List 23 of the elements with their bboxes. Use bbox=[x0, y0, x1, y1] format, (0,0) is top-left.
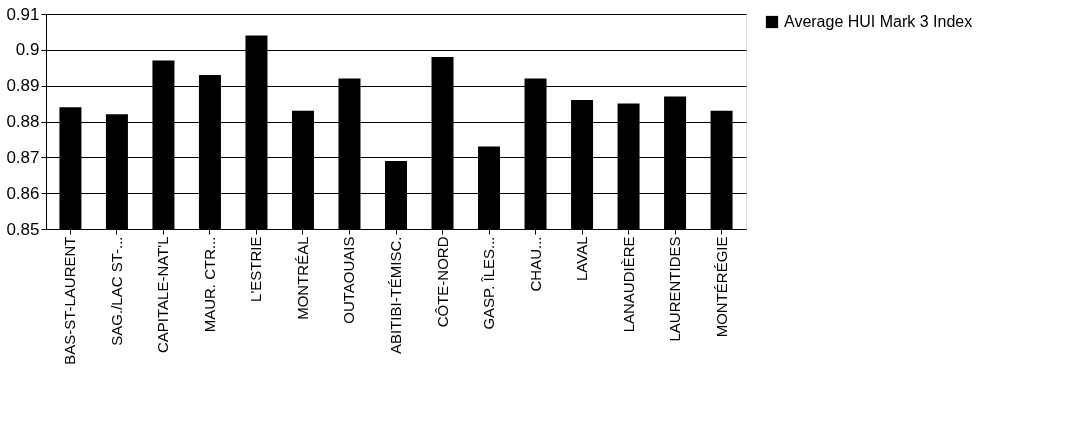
x-tick-label: OUTAOUAIS bbox=[340, 236, 358, 324]
x-tick-label: BAS-ST-LAURENT bbox=[61, 236, 79, 365]
x-tick-label: MONTÉRÉGIE bbox=[712, 236, 730, 338]
y-tick-label: 0.91 bbox=[6, 4, 40, 24]
x-tick-label: LANAUDIÈRE bbox=[619, 236, 637, 333]
y-tick-label: 0.88 bbox=[6, 112, 40, 131]
x-tick-label: L'ESTRIE bbox=[247, 236, 265, 302]
x-tick-label: MONTRÉAL bbox=[293, 236, 311, 320]
x-tick-label: CHAU... bbox=[526, 236, 544, 292]
y-tick-label: 0.89 bbox=[6, 76, 40, 96]
x-tick-label: SAG./LAC ST-... bbox=[107, 236, 125, 346]
x-tick-label: CÔTE-NORD bbox=[433, 236, 451, 328]
x-tick-label: ABITIBI-TÉMISC. bbox=[387, 236, 404, 355]
legend-label: Average HUI Mark 3 Index bbox=[784, 13, 973, 30]
y-tick-label: 0.85 bbox=[6, 219, 40, 239]
x-tick-label: LAVAL bbox=[573, 236, 591, 281]
y-tick-label: 0.86 bbox=[6, 183, 40, 203]
x-tick-label: CAPITALE-NAT'L bbox=[154, 236, 172, 353]
x-tick-label: GASP. ÎLES... bbox=[480, 236, 498, 330]
y-tick-label: 0.87 bbox=[6, 147, 40, 167]
x-tick-label: LAURENTIDES bbox=[666, 236, 684, 342]
x-tick-label: MAUR. CTR... bbox=[200, 236, 218, 333]
y-tick-label: 0.9 bbox=[15, 40, 40, 60]
